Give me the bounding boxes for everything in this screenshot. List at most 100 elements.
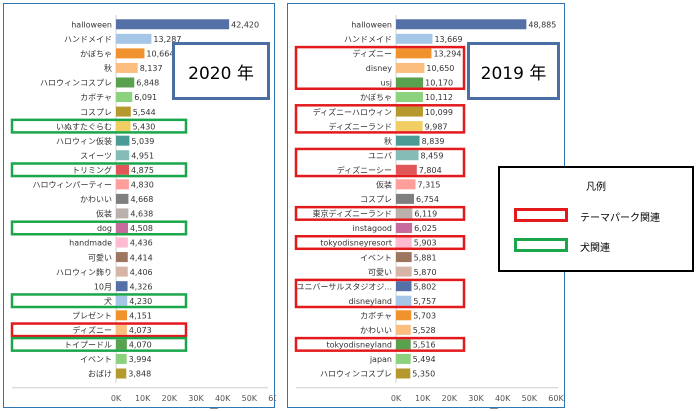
value-label: 4,508 — [130, 224, 153, 233]
value-label: 4,951 — [131, 151, 154, 160]
category-label: ディズニーハロウィン — [313, 107, 392, 117]
x-tick-label: 30K — [468, 394, 484, 403]
value-label: 5,870 — [414, 268, 437, 277]
highlight-box-dog — [10, 293, 188, 309]
x-tick-label: 0K — [111, 394, 122, 403]
highlight-box-dog — [10, 162, 188, 178]
bar — [116, 368, 127, 379]
bar — [116, 208, 129, 219]
category-label: イベント — [360, 253, 392, 262]
highlight-box-theme-park — [294, 45, 466, 90]
value-label: 13,669 — [434, 35, 462, 44]
value-label: 5,881 — [414, 253, 437, 262]
bar — [116, 48, 145, 59]
value-label: 5,350 — [412, 370, 435, 379]
bar — [396, 281, 412, 292]
value-label: 10,099 — [425, 108, 453, 117]
bar-chart-2019: halloween 48,885 ハンドメイド 13,669 ディズニー 13,294 di… — [294, 15, 564, 409]
category-label: 秋 — [384, 136, 392, 146]
value-label: 3,848 — [128, 370, 151, 379]
highlight-box-theme-park — [294, 278, 466, 309]
category-label: ハンドメイド — [344, 35, 392, 44]
value-label: 4,638 — [130, 210, 153, 219]
bar — [116, 339, 127, 350]
category-label: disney — [366, 64, 392, 73]
value-label: 4,830 — [131, 181, 154, 190]
legend-swatch-dog — [514, 238, 568, 252]
value-label: 8,839 — [422, 137, 445, 146]
value-label: 10,650 — [426, 64, 454, 73]
value-label: 6,025 — [414, 224, 437, 233]
bar — [116, 324, 127, 335]
legend-title: 凡例 — [586, 182, 606, 193]
category-label: ディズニー — [73, 325, 112, 335]
category-label: ハロウィンパーティー — [32, 181, 112, 190]
value-label: 10,664 — [146, 50, 174, 59]
category-label: ハロウィン仮装 — [56, 136, 112, 146]
value-label: 6,119 — [414, 210, 437, 219]
bar — [396, 208, 413, 219]
bar — [116, 33, 152, 44]
category-label: かぼちゃ — [360, 93, 392, 102]
value-label: 13,287 — [153, 35, 181, 44]
category-label: かわいい — [360, 326, 392, 335]
value-label: 5,703 — [413, 311, 436, 320]
bar — [116, 135, 130, 146]
category-label: 秋 — [104, 63, 112, 73]
bar — [396, 266, 412, 277]
category-label: tokyodisneyland — [327, 341, 392, 350]
bar — [396, 48, 432, 59]
bar — [396, 62, 425, 73]
highlight-box-theme-park — [10, 322, 188, 338]
x-tick-label: 40K — [495, 394, 511, 403]
value-label: 5,802 — [413, 282, 436, 291]
category-label: handmade — [69, 239, 112, 248]
x-tick-label: 20K — [162, 394, 178, 403]
x-axis-label: 投稿数 — [456, 408, 477, 409]
bar — [396, 33, 433, 44]
category-label: トリミング — [72, 165, 112, 175]
bar — [396, 222, 413, 233]
value-label: 8,459 — [421, 151, 444, 160]
bar — [396, 353, 411, 364]
category-label: ハロウィンコスプレ — [320, 370, 392, 379]
x-tick-label: 60K — [548, 394, 564, 403]
category-label: スイーツ — [80, 151, 112, 160]
bar — [116, 19, 230, 30]
category-label: disneyland — [349, 297, 392, 306]
bar — [116, 266, 128, 277]
value-label: 6,091 — [134, 93, 157, 102]
value-label: 8,137 — [140, 64, 163, 73]
highlight-box-theme-park — [294, 336, 466, 352]
value-label: 48,885 — [528, 20, 556, 29]
category-label: 東京ディズニーランド — [313, 209, 392, 219]
bar — [116, 77, 135, 88]
value-label: 5,544 — [133, 108, 156, 117]
bar — [116, 62, 138, 73]
value-label: 7,804 — [419, 166, 442, 175]
value-label: 5,494 — [413, 355, 436, 364]
bar-chart-2020: halloween 42,420 ハンドメイド 13,287 かぼちゃ 10,664 秋 8,… — [10, 15, 276, 409]
category-label: いぬすたぐらむ — [56, 122, 112, 131]
x-tick-label: 0K — [391, 394, 402, 403]
bar — [116, 281, 128, 292]
bar — [116, 252, 128, 263]
category-label: ハロウィンコスプレ — [40, 79, 112, 88]
category-label: ディズニーシー — [337, 165, 392, 175]
value-label: 6,848 — [136, 79, 159, 88]
category-label: ハンドメイド — [64, 35, 112, 44]
category-label: ディズニー — [353, 49, 392, 59]
category-label: プレゼント — [72, 310, 112, 320]
bar — [116, 193, 129, 204]
bar — [396, 92, 423, 103]
highlight-box-theme-park — [294, 235, 466, 251]
bar — [116, 106, 131, 117]
value-label: 10,112 — [425, 93, 453, 102]
value-label: 5,757 — [413, 297, 436, 306]
value-label: 5,903 — [414, 239, 437, 248]
highlight-box-theme-park — [294, 205, 466, 221]
legend-label-theme-park: テーマパーク関連 — [580, 213, 660, 224]
x-tick-label: 10K — [415, 394, 431, 403]
value-label: 4,668 — [130, 195, 153, 204]
category-label: usj — [381, 79, 392, 88]
